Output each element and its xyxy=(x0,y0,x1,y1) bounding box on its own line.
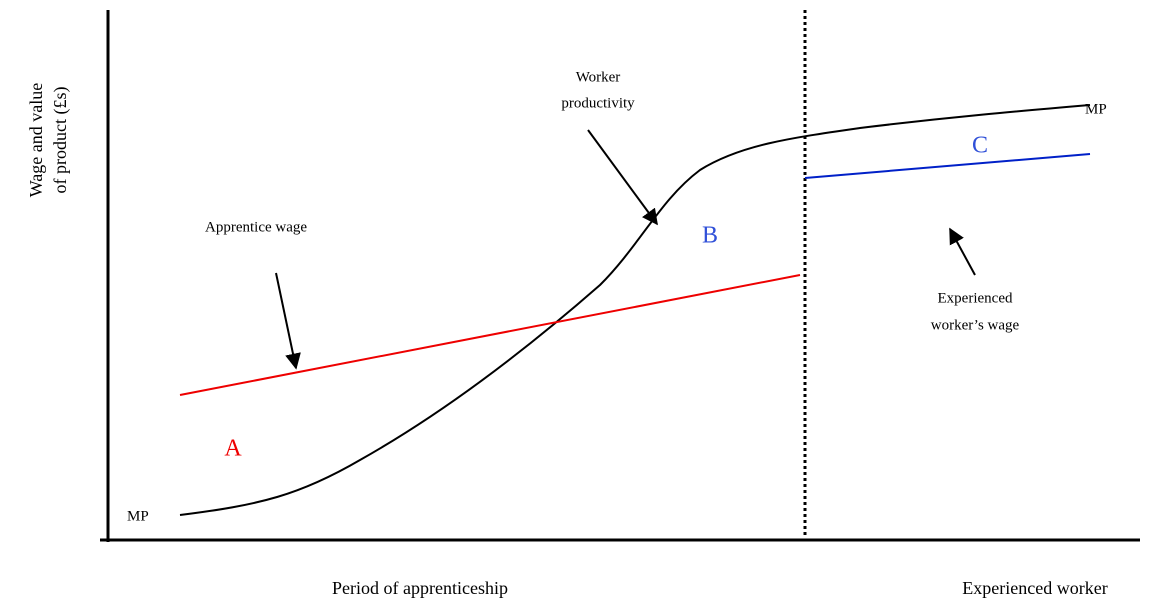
y-axis-label-line: Wage and value xyxy=(26,83,46,198)
region-label: B xyxy=(702,223,718,249)
region-label: A xyxy=(224,436,242,462)
arrow xyxy=(275,272,301,370)
annotation: Worker xyxy=(576,69,621,85)
arrow xyxy=(587,129,658,226)
x-axis-label: Experienced worker xyxy=(962,578,1107,598)
region-label: C xyxy=(972,133,988,159)
y-axis-label-line: of product (£s) xyxy=(50,87,71,194)
apprentice-wage-line xyxy=(179,274,801,396)
y-axis-label: Wage and value of product (£s) xyxy=(26,83,71,198)
annotation: Experienced xyxy=(938,290,1013,306)
annotation: productivity xyxy=(561,95,635,111)
arrow xyxy=(949,227,976,276)
annotation: Apprentice wage xyxy=(205,219,307,235)
experienced-wage-line xyxy=(804,153,1091,179)
annotation: worker’s wage xyxy=(931,317,1020,333)
productivity-curve xyxy=(179,104,1091,516)
curve-label: MP xyxy=(127,508,149,524)
x-axis-label: Period of apprenticeship xyxy=(332,578,508,598)
curve-label: MP xyxy=(1085,101,1107,117)
